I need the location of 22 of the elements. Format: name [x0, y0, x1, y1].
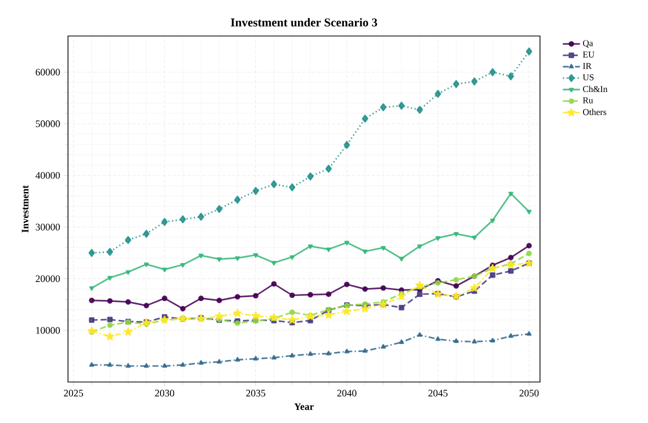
x-tick-label: 2050: [520, 390, 539, 396]
x-tick-label: 2045: [428, 390, 448, 396]
legend-label: US: [582, 74, 594, 80]
legend-label: Others: [583, 108, 606, 116]
legend-label: EU: [582, 52, 594, 58]
x-axis-title: Year: [294, 403, 314, 410]
legend-label: IR: [582, 62, 592, 69]
y-axis-title: Investment: [22, 185, 28, 232]
y-tick-label: 60000: [36, 68, 60, 76]
chart-title: Investment under Scenario 3: [230, 18, 378, 26]
legend-label: Ru: [582, 97, 593, 104]
x-tick-label: 2025: [64, 390, 84, 396]
x-tick-label: 2035: [246, 390, 266, 396]
x-tick-label: 2040: [337, 390, 356, 396]
y-tick-label: 20000: [36, 275, 60, 282]
y-tick-label: 40000: [36, 172, 60, 179]
x-tick-label: 2030: [155, 390, 174, 396]
y-tick-label: 30000: [36, 224, 60, 230]
legend-label: Qa: [583, 40, 593, 48]
y-tick-label: 10000: [36, 327, 60, 334]
y-tick-label: 50000: [36, 120, 60, 128]
legend-label: Ch&In: [583, 86, 608, 92]
